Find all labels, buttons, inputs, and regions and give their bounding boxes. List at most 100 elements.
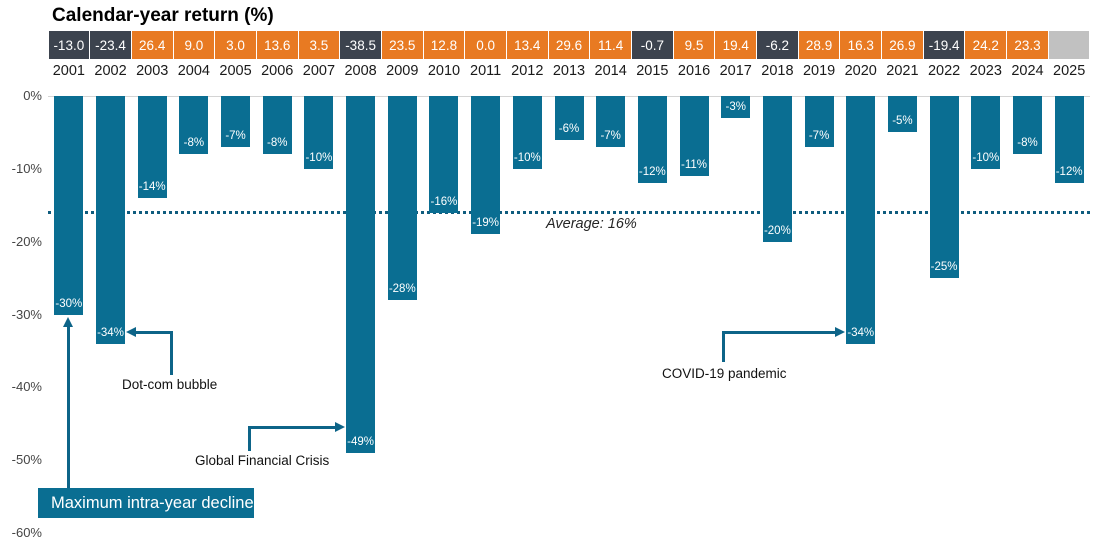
calendar-return-cell: 11.4	[590, 31, 631, 59]
calendar-return-cell	[1048, 31, 1090, 59]
decline-value-label: -34%	[847, 326, 875, 339]
calendar-return-cell: 19.4	[715, 31, 757, 59]
decline-value-label: -28%	[388, 282, 416, 295]
decline-bar	[429, 96, 459, 213]
decline-value-label: -12%	[638, 166, 666, 179]
year-label: 2019	[802, 63, 836, 79]
decline-value-label: -11%	[681, 159, 708, 172]
max-decline-legend: Maximum intra-year decline	[38, 488, 254, 518]
average-label: Average: 16%	[546, 216, 637, 232]
year-label: 2007	[302, 63, 336, 79]
calendar-return-cell: 28.9	[798, 31, 840, 59]
decline-bar	[137, 96, 167, 198]
decline-value-label: -3%	[725, 100, 746, 113]
year-label: 2021	[886, 63, 919, 79]
decline-value-label: -8%	[1017, 137, 1038, 150]
max-decline-arrow-shaft	[67, 325, 71, 488]
year-label: 2001	[52, 63, 85, 79]
max-decline-arrowhead	[63, 316, 74, 327]
decline-bar	[471, 96, 501, 235]
decline-bar	[512, 96, 542, 169]
calendar-return-cell: -13.0	[48, 31, 90, 59]
decline-bar	[1054, 96, 1084, 184]
decline-bar	[54, 96, 84, 315]
calendar-return-cell: 9.5	[673, 31, 715, 59]
y-axis-tick: -40%	[11, 379, 42, 395]
year-label: 2009	[386, 63, 419, 79]
decline-bar	[679, 96, 709, 177]
decline-value-label: -10%	[513, 151, 541, 164]
decline-bar	[304, 96, 334, 169]
year-label: 2012	[511, 63, 544, 79]
year-label: 2002	[94, 63, 127, 79]
decline-value-label: -10%	[305, 151, 333, 164]
gfc-arrow-vertical	[248, 426, 251, 451]
y-axis-tick: -30%	[11, 306, 42, 322]
year-label: 2010	[427, 63, 461, 79]
decline-bar	[887, 96, 917, 133]
covid-arrow-horizontal	[722, 331, 836, 334]
calendar-return-cell: 13.4	[506, 31, 548, 59]
decline-bar	[346, 96, 376, 453]
calendar-return-cell: 3.0	[215, 31, 256, 59]
decline-value-label: -8%	[267, 137, 288, 150]
calendar-return-cell: 12.8	[423, 31, 465, 59]
year-label: 2011	[470, 63, 502, 79]
decline-value-label: -8%	[183, 137, 205, 150]
decline-value-label: -6%	[558, 122, 580, 135]
year-label: 2022	[927, 63, 961, 79]
decline-value-label: -49%	[347, 435, 375, 448]
year-label: 2016	[677, 63, 711, 79]
y-axis-tick: -50%	[11, 452, 42, 468]
average-dotted-line	[48, 211, 1090, 215]
decline-bar	[221, 96, 251, 147]
decline-bar	[179, 96, 209, 155]
calendar-return-cell: 9.0	[173, 31, 215, 59]
decline-bar	[804, 96, 834, 147]
year-label: 2015	[636, 63, 669, 79]
y-axis-tick: -60%	[11, 525, 42, 540]
calendar-return-cell: -23.4	[90, 31, 131, 59]
annotation-dotcom-label: Dot-com bubble	[122, 377, 218, 392]
decline-bar	[971, 96, 1001, 169]
year-label: 2024	[1011, 63, 1044, 79]
calendar-return-cell: 23.3	[1007, 31, 1048, 59]
year-label: 2018	[761, 63, 794, 79]
gfc-arrowhead	[335, 422, 346, 432]
decline-bar	[596, 96, 626, 147]
y-axis-tick: 0%	[23, 88, 42, 103]
decline-bar	[721, 96, 751, 118]
decline-bar	[762, 96, 792, 242]
calendar-return-cell: 26.4	[131, 31, 173, 59]
year-label: 2013	[552, 63, 586, 79]
calendar-return-cell: 16.3	[840, 31, 882, 59]
calendar-return-cell: 24.2	[965, 31, 1007, 59]
decline-bar	[846, 96, 876, 344]
decline-value-label: -34%	[97, 326, 124, 339]
year-label: 2025	[1053, 63, 1086, 79]
decline-bar	[387, 96, 417, 300]
decline-value-label: -5%	[892, 115, 913, 128]
year-label: 2014	[594, 63, 627, 79]
decline-value-label: -19%	[472, 217, 500, 230]
year-label: 2006	[261, 63, 294, 79]
year-label: 2008	[344, 63, 377, 79]
decline-bar	[1012, 96, 1042, 155]
calendar-return-cell: 26.9	[882, 31, 923, 59]
calendar-return-cell: 0.0	[465, 31, 506, 59]
calendar-return-cell: 29.6	[548, 31, 590, 59]
decline-value-label: -25%	[930, 261, 958, 274]
decline-value-label: -14%	[138, 180, 166, 193]
calendar-return-cell: 13.6	[256, 31, 298, 59]
y-axis-tick: -10%	[11, 160, 42, 176]
decline-bar	[96, 96, 126, 344]
decline-bar	[637, 96, 667, 184]
decline-bar	[929, 96, 959, 279]
year-label: 2020	[844, 63, 877, 79]
calendar-return-cell: 23.5	[381, 31, 423, 59]
calendar-return-cell: 3.5	[298, 31, 340, 59]
page-title: Calendar-year return (%)	[52, 5, 274, 26]
dotcom-arrowhead	[126, 327, 137, 337]
calendar-return-cell: -6.2	[757, 31, 798, 59]
